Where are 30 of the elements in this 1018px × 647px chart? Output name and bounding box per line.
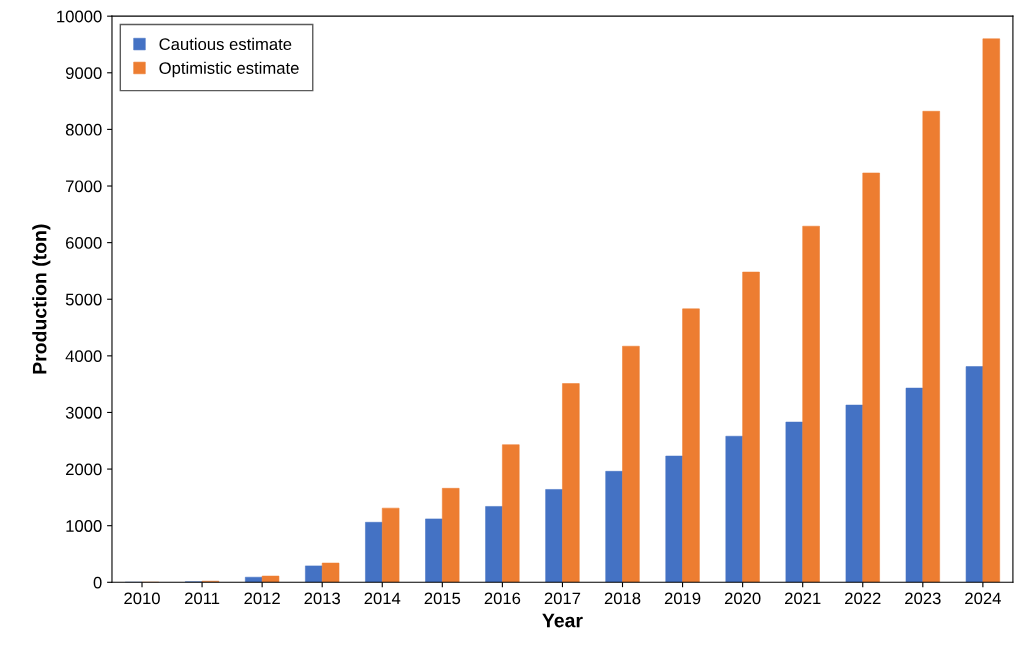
x-tick-label: 2021 xyxy=(785,592,821,605)
x-tick-label: 2017 xyxy=(544,592,581,605)
y-tick-label: 1000 xyxy=(66,520,102,532)
y-tick-label: 7000 xyxy=(66,180,102,193)
x-axis-title: Year xyxy=(542,613,583,628)
x-tick-label: 2014 xyxy=(364,592,401,605)
x-tick-label: 2015 xyxy=(424,592,461,605)
x-tick-label: 2020 xyxy=(724,592,761,605)
y-tick-label: 3000 xyxy=(65,406,102,419)
y-tick-label: 4000 xyxy=(65,350,102,363)
y-tick-label: 9000 xyxy=(65,67,102,79)
x-tick-label: 2018 xyxy=(604,592,641,605)
x-tick-label: 2016 xyxy=(484,592,521,605)
x-tick-label: 2023 xyxy=(905,592,941,605)
legend-label: Optimistic estimate xyxy=(159,61,299,78)
y-tick-label: 2000 xyxy=(66,463,102,476)
x-tick-label: 2024 xyxy=(965,592,1001,605)
y-tick-label: 0 xyxy=(93,576,102,589)
legend-label: Cautious estimate xyxy=(159,37,292,51)
y-tick-label: 6000 xyxy=(66,237,102,249)
x-tick-label: 2019 xyxy=(664,592,701,605)
x-tick-label: 2022 xyxy=(845,592,881,605)
x-tick-label: 2011 xyxy=(184,592,220,605)
y-tick-label: 5000 xyxy=(65,293,102,306)
x-tick-label: 2013 xyxy=(304,592,340,605)
x-tick-label: 2012 xyxy=(244,592,280,605)
x-tick-label: 2010 xyxy=(124,592,160,605)
y-tick-label: 10000 xyxy=(57,10,102,23)
y-axis-title: Production (ton) xyxy=(32,224,51,374)
y-tick-label: 8000 xyxy=(65,123,102,136)
